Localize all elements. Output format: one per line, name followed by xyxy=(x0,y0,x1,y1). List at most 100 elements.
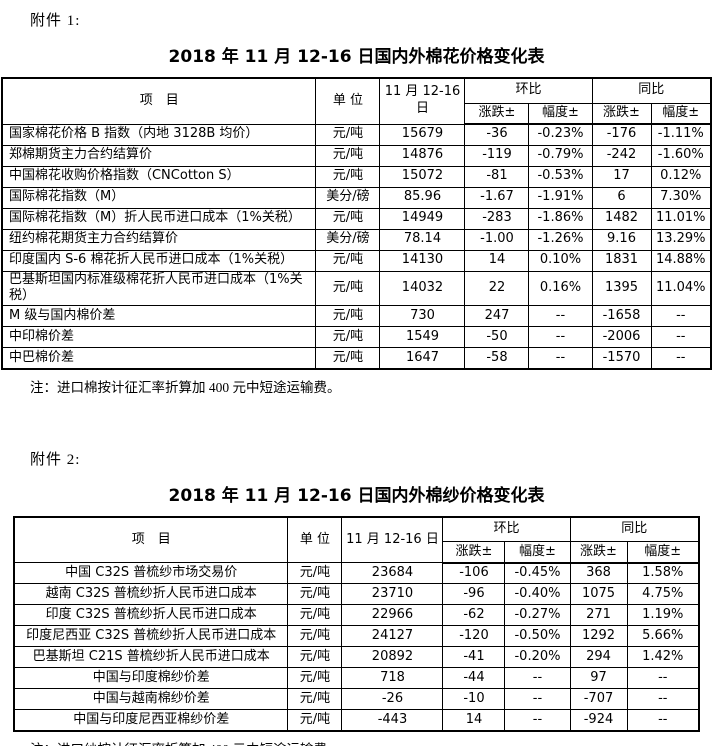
cell-item: M 级与国内棉价差 xyxy=(1,305,317,328)
cell-mom-change: -41 xyxy=(442,646,506,669)
cell-mom-rate: 0.10% xyxy=(528,249,593,272)
table-row: 国家棉花价格 B 指数（内地 3128B 均价） 元/吨 15679 -36 -… xyxy=(1,123,712,146)
col-header-yoy-rate: 幅度± xyxy=(626,541,700,564)
cell-value: 85.96 xyxy=(379,186,466,209)
cell-unit: 元/吨 xyxy=(287,562,343,585)
cell-yoy-change: 1482 xyxy=(591,207,652,230)
cell-item: 郑棉期货主力合约结算价 xyxy=(1,144,317,167)
cell-yoy-rate: -- xyxy=(626,688,700,711)
cell-mom-rate: -1.26% xyxy=(528,228,593,251)
cell-mom-rate: -0.23% xyxy=(528,123,593,146)
cell-yoy-change: 294 xyxy=(569,646,628,669)
cell-mom-change: -283 xyxy=(464,207,530,230)
col-header-unit: 单 位 xyxy=(315,77,381,125)
cell-mom-change: -81 xyxy=(464,165,530,188)
cell-yoy-change: 17 xyxy=(591,165,652,188)
table-row: 中国棉花收购价格指数（CNCotton S） 元/吨 15072 -81 -0.… xyxy=(1,165,712,188)
attachment-1-label: 附件 1: xyxy=(30,13,81,29)
col-header-yoy: 同比 xyxy=(591,77,712,104)
cell-unit: 元/吨 xyxy=(287,646,343,669)
cell-mom-change: 14 xyxy=(442,709,506,732)
table-row: 中国与印度棉纱价差 元/吨 718 -44 -- 97 -- xyxy=(13,667,700,690)
cell-mom-change: -58 xyxy=(464,347,530,370)
cell-yoy-rate: 11.01% xyxy=(650,207,712,230)
yarn-price-table-body: 中国 C32S 普梳纱市场交易价 元/吨 23684 -106 -0.45% 3… xyxy=(13,562,700,732)
yarn-table-footnote: 注：进口纱按计征汇率折算加 400 元中短途运输费。 xyxy=(30,738,713,746)
cell-yoy-rate: -- xyxy=(650,347,712,370)
table-row: 中印棉价差 元/吨 1549 -50 -- -2006 -- xyxy=(1,326,712,349)
cell-value: 15072 xyxy=(379,165,466,188)
cell-yoy-rate: -- xyxy=(650,326,712,349)
cell-yoy-change: 1395 xyxy=(591,270,652,307)
cell-value: 15679 xyxy=(379,123,466,146)
table-row: 中国 C32S 普梳纱市场交易价 元/吨 23684 -106 -0.45% 3… xyxy=(13,562,700,585)
cell-mom-rate: -- xyxy=(504,667,571,690)
cell-mom-rate: 0.16% xyxy=(528,270,593,307)
cell-mom-change: -1.67 xyxy=(464,186,530,209)
table-row: 印度尼西亚 C32S 普梳纱折人民币进口成本 元/吨 24127 -120 -0… xyxy=(13,625,700,648)
col-header-mom-change: 涨跌± xyxy=(442,541,506,564)
cell-unit: 元/吨 xyxy=(315,207,381,230)
cotton-price-table-title: 2018 年 11 月 12-16 日国内外棉花价格变化表 xyxy=(168,47,545,67)
cell-value: 24127 xyxy=(341,625,444,648)
attachment-2-label: 附件 2: xyxy=(30,451,81,468)
cell-yoy-rate: 7.30% xyxy=(650,186,712,209)
table-row: M 级与国内棉价差 元/吨 730 247 -- -1658 -- xyxy=(1,305,712,328)
cell-unit: 元/吨 xyxy=(315,249,381,272)
table-row: 印度国内 S-6 棉花折人民币进口成本（1%关税） 元/吨 14130 14 0… xyxy=(1,249,712,272)
col-header-yoy-change: 涨跌± xyxy=(569,541,628,564)
cell-value: 23684 xyxy=(341,562,444,585)
cell-mom-change: 247 xyxy=(464,305,530,328)
cell-unit: 元/吨 xyxy=(287,688,343,711)
col-header-item: 项 目 xyxy=(1,77,317,125)
cell-value: 14130 xyxy=(379,249,466,272)
cell-yoy-change: 1292 xyxy=(569,625,628,648)
cell-yoy-rate: 0.12% xyxy=(650,165,712,188)
cell-mom-rate: -0.53% xyxy=(528,165,593,188)
cell-value: 14032 xyxy=(379,270,466,307)
cell-yoy-rate: 1.19% xyxy=(626,604,700,627)
cotton-table-footnote: 注：进口棉按计征汇率折算加 400 元中短途运输费。 xyxy=(30,379,341,395)
table-row: 印度 C32S 普梳纱折人民币进口成本 元/吨 22966 -62 -0.27%… xyxy=(13,604,700,627)
cell-mom-rate: -1.86% xyxy=(528,207,593,230)
col-header-yoy: 同比 xyxy=(569,516,700,543)
cell-item: 巴基斯坦 C21S 普梳纱折人民币进口成本 xyxy=(13,646,289,669)
cell-yoy-change: -176 xyxy=(591,123,652,146)
cell-mom-change: -96 xyxy=(442,583,506,606)
cell-mom-rate: -0.40% xyxy=(504,583,571,606)
cell-mom-rate: -- xyxy=(528,305,593,328)
cell-yoy-change: -1570 xyxy=(591,347,652,370)
cell-mom-change: 22 xyxy=(464,270,530,307)
cell-value: -443 xyxy=(341,709,444,732)
cell-yoy-change: -2006 xyxy=(591,326,652,349)
cell-value: -26 xyxy=(341,688,444,711)
cell-item: 巴基斯坦国内标准级棉花折人民币进口成本（1%关税） xyxy=(1,270,317,307)
cell-value: 20892 xyxy=(341,646,444,669)
cell-mom-rate: -0.79% xyxy=(528,144,593,167)
attachment-2-section: 附件 2: 2018 年 11 月 12-16 日国内外棉纱价格变化表 项 目 … xyxy=(0,448,713,746)
cell-item: 中国棉花收购价格指数（CNCotton S） xyxy=(1,165,317,188)
cell-item: 中巴棉价差 xyxy=(1,347,317,370)
cell-item: 国际棉花指数（M）折人民币进口成本（1%关税） xyxy=(1,207,317,230)
cell-mom-rate: -0.20% xyxy=(504,646,571,669)
cell-mom-change: 14 xyxy=(464,249,530,272)
cell-yoy-rate: -- xyxy=(650,305,712,328)
cell-value: 1647 xyxy=(379,347,466,370)
cell-yoy-change: 6 xyxy=(591,186,652,209)
cell-item: 越南 C32S 普梳纱折人民币进口成本 xyxy=(13,583,289,606)
table-row: 巴基斯坦国内标准级棉花折人民币进口成本（1%关税） 元/吨 14032 22 0… xyxy=(1,270,712,307)
cell-yoy-change: -707 xyxy=(569,688,628,711)
cell-yoy-change: 368 xyxy=(569,562,628,585)
cell-mom-change: -119 xyxy=(464,144,530,167)
col-header-date: 11 月 12-16 日 xyxy=(341,516,444,564)
table-row: 越南 C32S 普梳纱折人民币进口成本 元/吨 23710 -96 -0.40%… xyxy=(13,583,700,606)
col-header-yoy-rate: 幅度± xyxy=(650,102,712,125)
cell-mom-rate: -1.91% xyxy=(528,186,593,209)
cell-item: 中印棉价差 xyxy=(1,326,317,349)
cell-value: 23710 xyxy=(341,583,444,606)
cotton-price-table-header: 项 目 单 位 11 月 12-16 日 环比 同比 涨跌± 幅度± 涨跌± 幅… xyxy=(1,77,712,125)
cell-yoy-rate: 4.75% xyxy=(626,583,700,606)
col-header-date: 11 月 12-16 日 xyxy=(379,77,466,125)
cell-yoy-change: 1831 xyxy=(591,249,652,272)
